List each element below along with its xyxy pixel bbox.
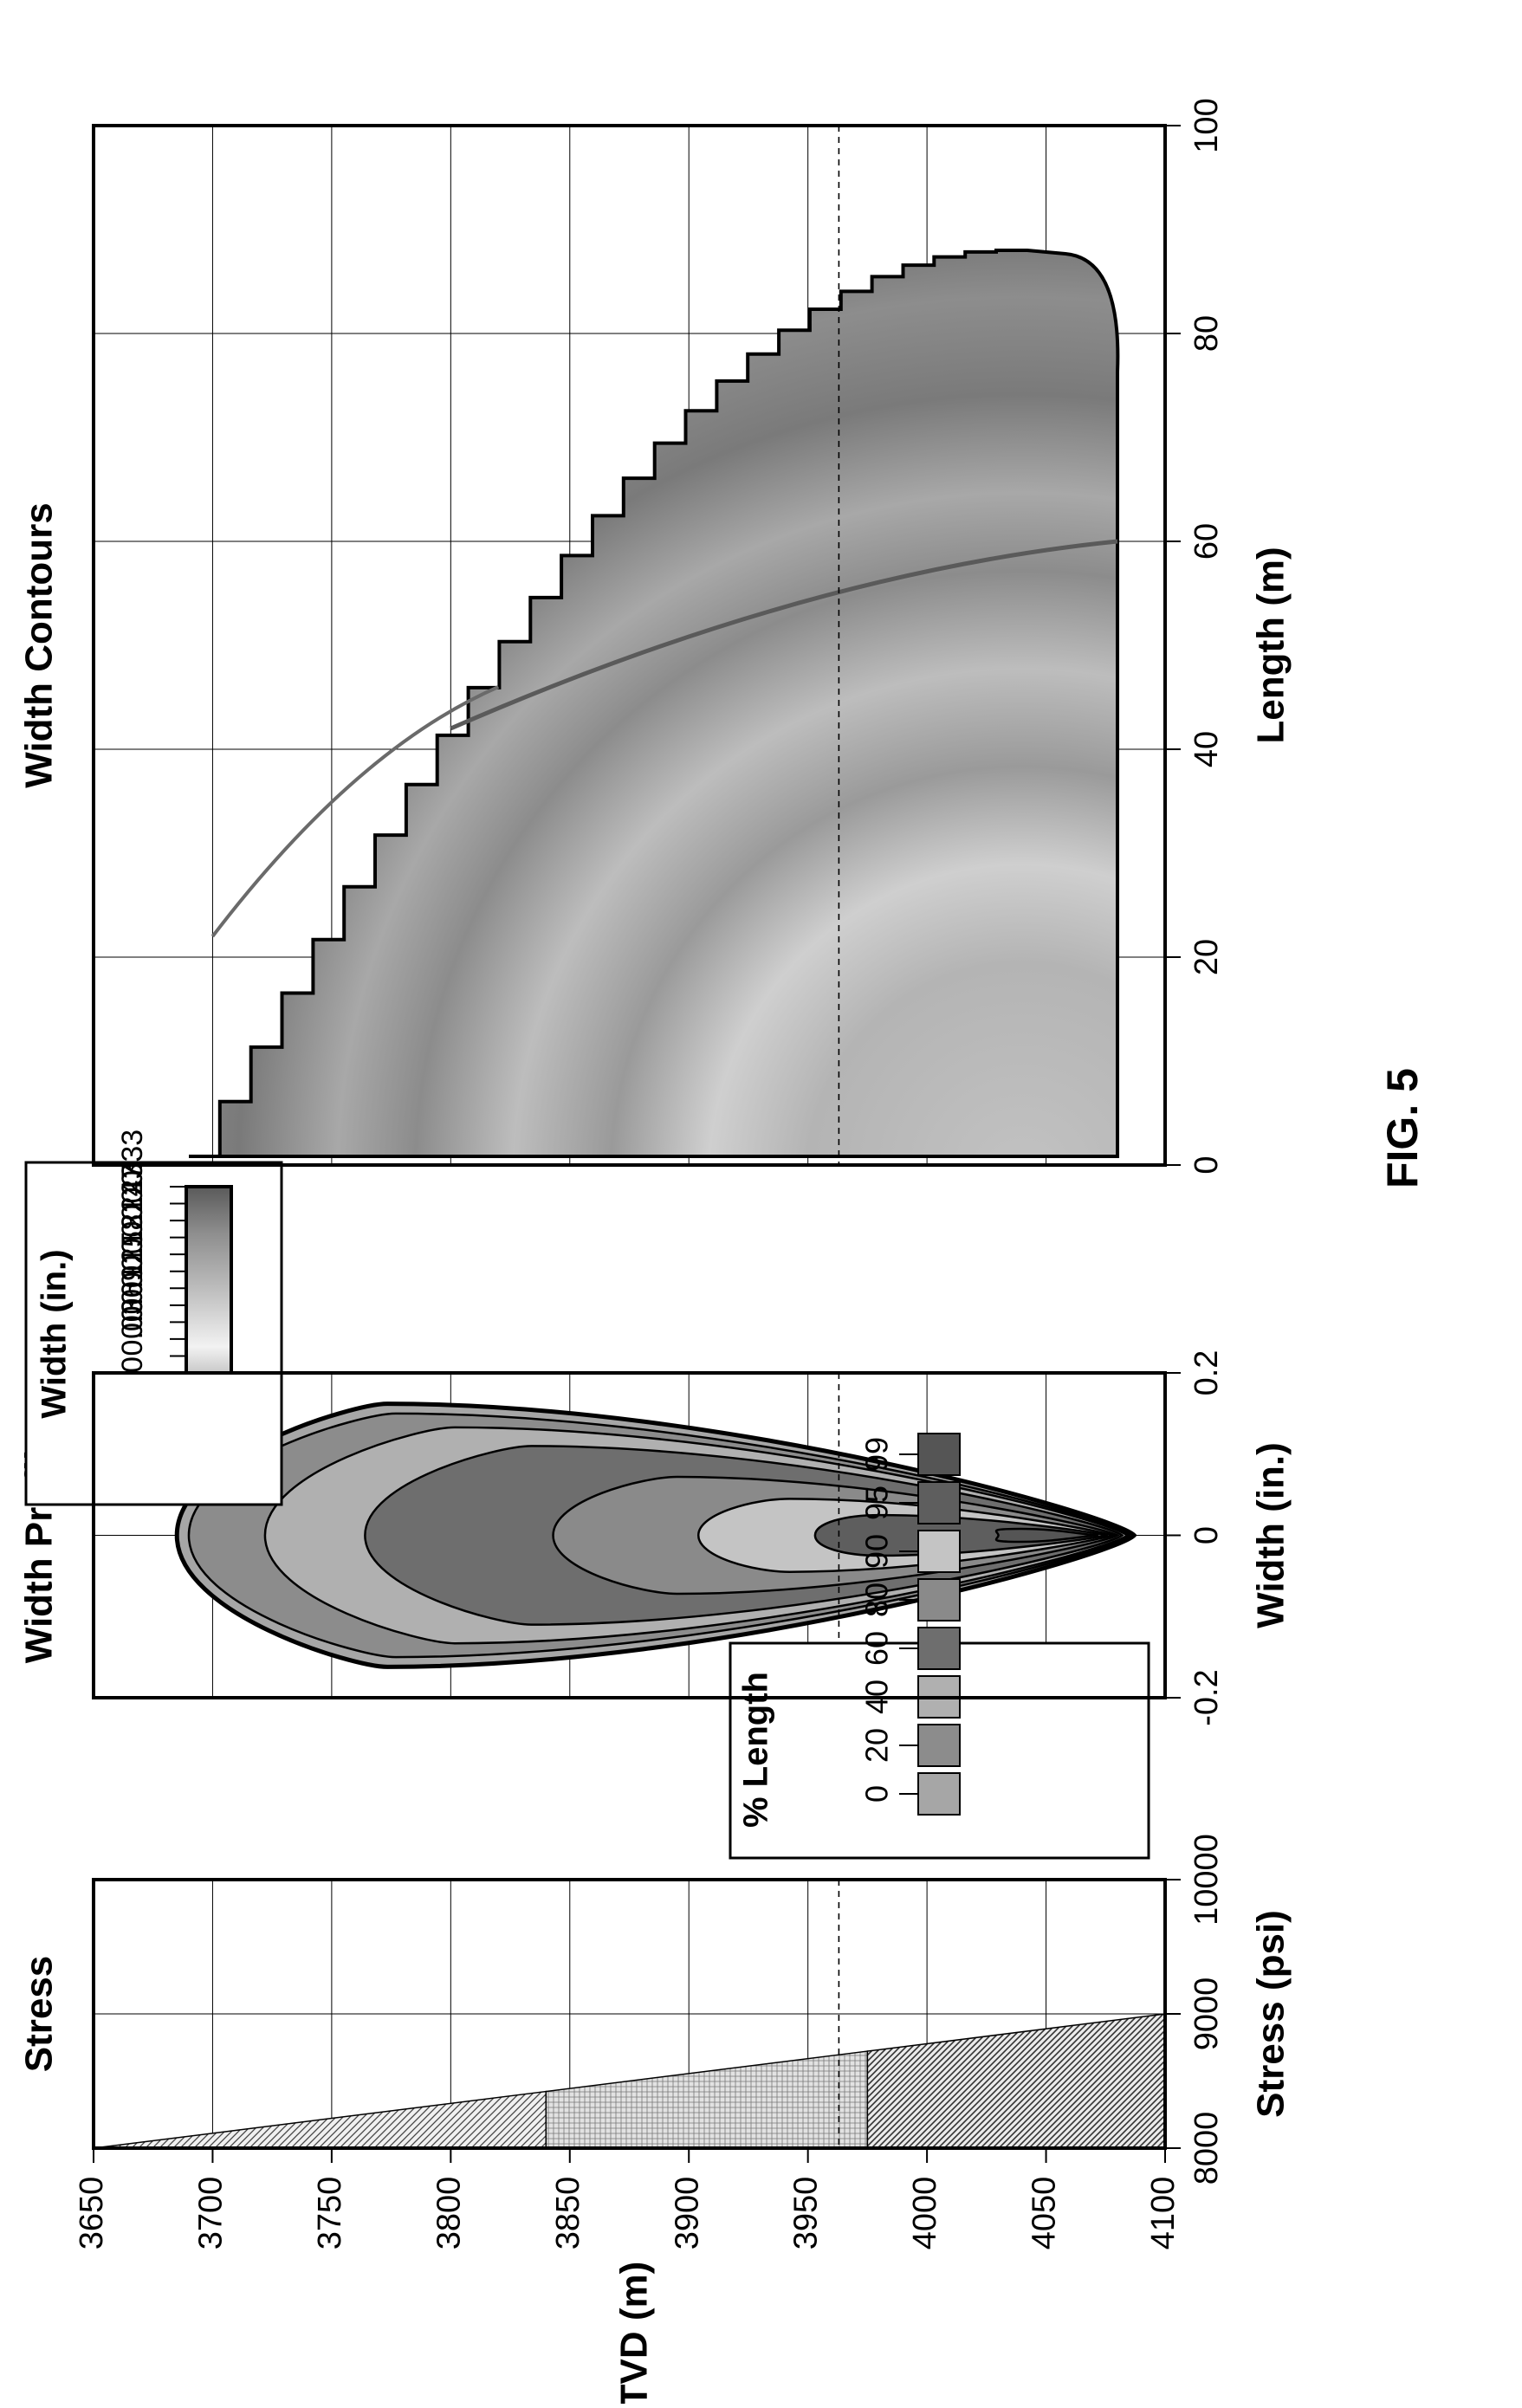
- tvd-tick-label: 3900: [669, 2177, 705, 2250]
- legend-label: 90: [859, 1534, 895, 1569]
- width-profile-99: [994, 1527, 1099, 1544]
- stress-zone-upper: [93, 2090, 547, 2149]
- x-tick-label: 0: [1188, 1155, 1225, 1174]
- tvd-axis-label: TVD (m): [613, 2262, 656, 2404]
- x-tick-label: 0: [1188, 1526, 1225, 1544]
- x-tick-label: 80: [1188, 315, 1225, 352]
- legend-title: % Length: [737, 1672, 775, 1828]
- panel-title: Stress: [18, 1956, 61, 2073]
- width-profile-95: [813, 1513, 1109, 1557]
- colorbar-tick-label: 0.3: [116, 1162, 149, 1203]
- contour-front: [210, 685, 500, 938]
- x-tick-label: 8000: [1188, 2112, 1225, 2185]
- panel-frame: [92, 124, 1167, 1167]
- legend-label: 95: [859, 1486, 895, 1520]
- colorbar-title: Width (in.): [36, 1249, 74, 1418]
- legend-swatch: [917, 1724, 961, 1767]
- figure-label: FIG. 5: [1378, 1068, 1427, 1188]
- legend-swatch: [917, 1772, 961, 1816]
- legend-label: 99: [859, 1437, 895, 1472]
- stress-zone-lower: [866, 2013, 1166, 2149]
- width-colorbar-legend: Width (in.) 00.030.060.090.120.150.180.21…: [24, 1130, 283, 1506]
- legend-swatch: [917, 1627, 961, 1670]
- colorbar-tick-label: 0: [116, 1356, 149, 1373]
- x-axis-label: Width (in.): [1250, 1442, 1292, 1628]
- tvd-tick-label: 4050: [1027, 2177, 1063, 2250]
- colorbar-tick-label: 0.27: [116, 1163, 149, 1220]
- x-tick-label: 10000: [1188, 1834, 1225, 1926]
- x-tick-label: 0.2: [1188, 1350, 1225, 1396]
- legend-label: 80: [859, 1583, 895, 1617]
- tvd-tick-label: 3750: [312, 2177, 348, 2250]
- colorbar-tick-label: 0.15: [116, 1231, 149, 1288]
- width-contour-region: [189, 249, 1120, 1158]
- stress-zone-middle: [545, 2050, 869, 2149]
- colorbar-tick-label: 0.12: [116, 1248, 149, 1305]
- tvd-tick-label: 4000: [907, 2177, 943, 2250]
- contour-front: [450, 539, 1118, 731]
- legend-swatch: [917, 1481, 961, 1524]
- tvd-tick-label: 3800: [431, 2177, 467, 2250]
- x-axis-label: Stress (psi): [1250, 1910, 1292, 2118]
- panel-frame: [92, 1878, 1167, 2150]
- x-tick-label: 100: [1188, 98, 1225, 152]
- legend-label: 60: [859, 1631, 895, 1666]
- tvd-tick-label: 3650: [74, 2177, 110, 2250]
- x-tick-label: 60: [1188, 523, 1225, 560]
- legend-swatch: [917, 1578, 961, 1622]
- x-tick-label: 9000: [1188, 1978, 1225, 2051]
- tvd-tick-label: 3700: [192, 2177, 229, 2250]
- legend-swatch: [917, 1433, 961, 1476]
- x-tick-label: -0.2: [1188, 1669, 1225, 1725]
- legend-swatch: [917, 1530, 961, 1573]
- x-axis-label: Length (m): [1250, 547, 1292, 743]
- legend-label: 20: [859, 1728, 895, 1763]
- colorbar-box: [24, 1161, 283, 1506]
- tvd-tick-label: 4100: [1145, 2177, 1182, 2250]
- colorbar-tick-label: 0.06: [116, 1282, 149, 1339]
- x-tick-label: 40: [1188, 731, 1225, 767]
- colorbar-tick-label: 0.21: [116, 1197, 149, 1254]
- panel-title: Width Contours: [18, 502, 61, 788]
- tvd-tick-label: 3850: [550, 2177, 586, 2250]
- legend-label: 0: [859, 1785, 895, 1803]
- colorbar-tick-label: 0.24: [116, 1180, 149, 1237]
- colorbar-tick-label: 0.09: [116, 1265, 149, 1322]
- colorbar-tick-label: 0.18: [116, 1214, 149, 1272]
- panel-frame: [92, 1371, 1167, 1699]
- tvd-tick-label: 3950: [788, 2177, 825, 2250]
- colorbar-gradient: [185, 1185, 233, 1375]
- x-tick-label: 20: [1188, 939, 1225, 975]
- colorbar-tick-label: 0.03: [116, 1298, 149, 1356]
- colorbar-tick-label: 0.33: [116, 1130, 149, 1187]
